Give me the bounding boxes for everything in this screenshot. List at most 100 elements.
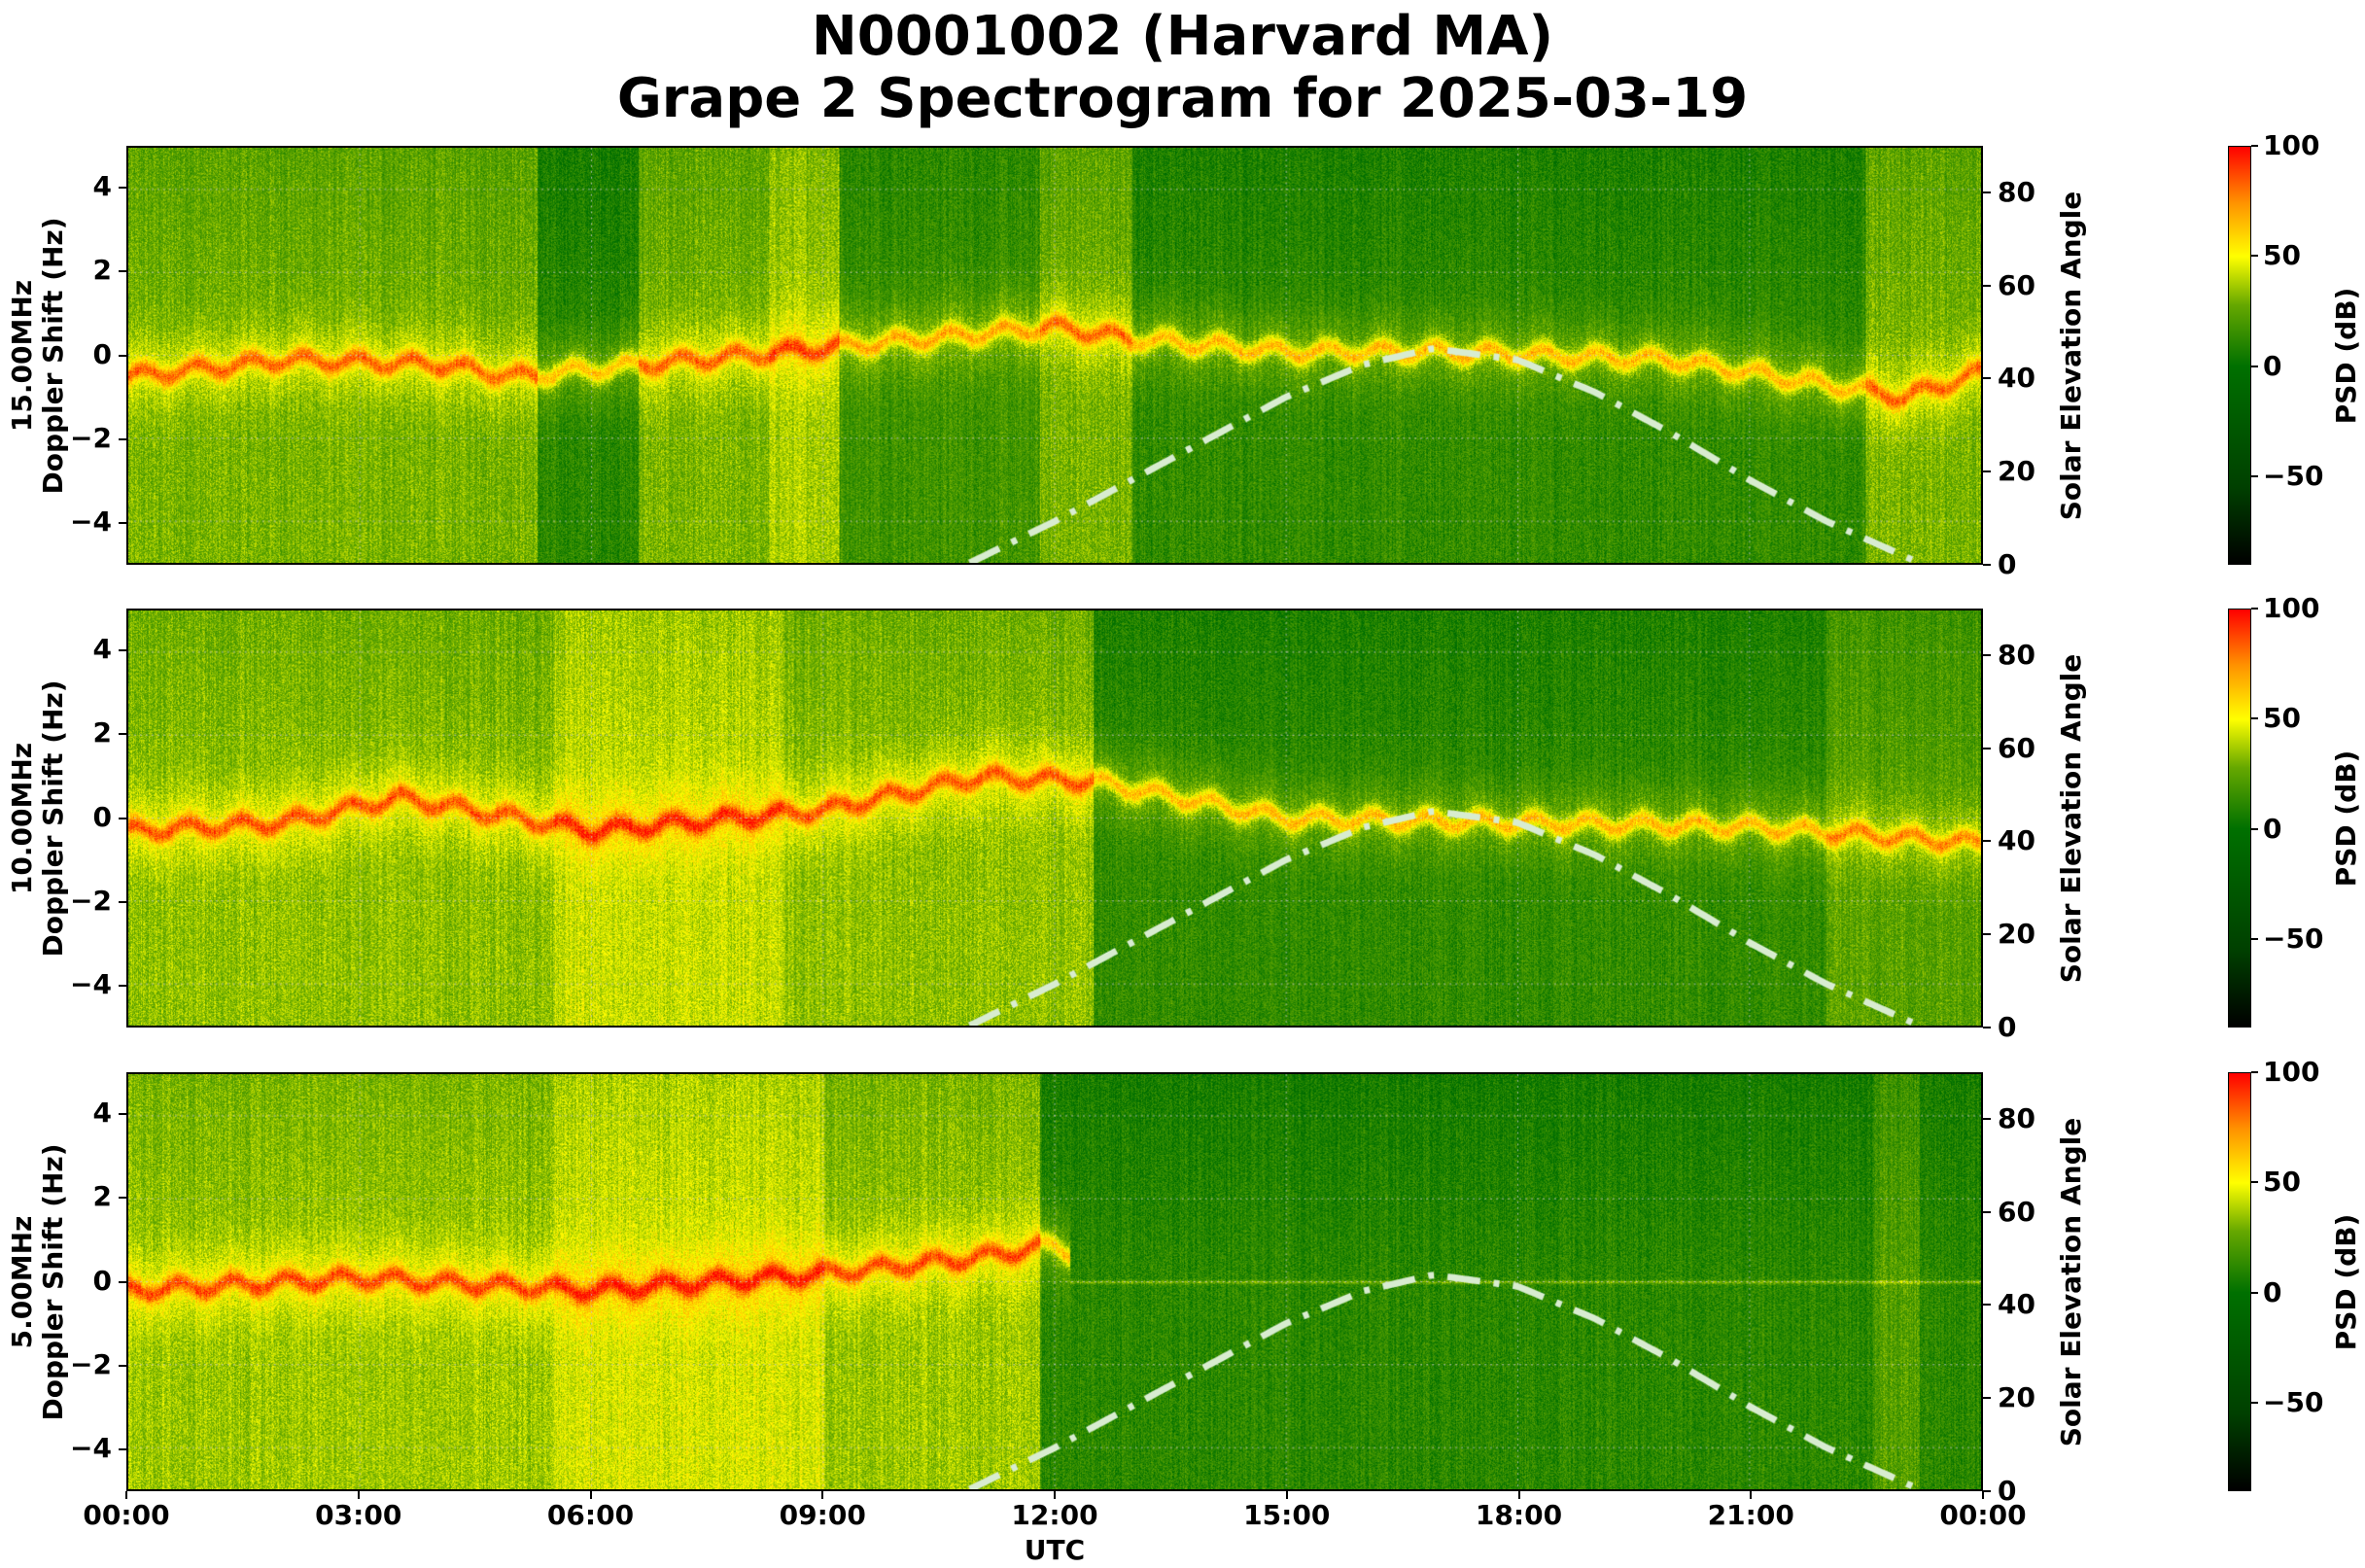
tick-mark: [1983, 933, 1991, 936]
tick-mark: [589, 1491, 592, 1499]
colorbar-tick-label: 0: [2263, 349, 2282, 382]
colorbar-tick-label: 100: [2263, 129, 2320, 161]
tick-mark: [119, 521, 126, 524]
left-tick-label: 2: [92, 716, 112, 749]
right-tick-label: 20: [1998, 1381, 2035, 1414]
colorbar-tick-label: 50: [2263, 702, 2301, 735]
left-tick-label: −2: [70, 1347, 112, 1380]
tick-mark: [1983, 1027, 1991, 1028]
left-axis-label-10mhz: 10.00MHz Doppler Shift (Hz): [6, 624, 75, 1013]
colorbar-10mhz: [2228, 609, 2251, 1028]
left-tick-label: −4: [70, 505, 112, 538]
tick-mark: [119, 984, 126, 987]
colorbar-tick-label: 0: [2263, 1275, 2282, 1308]
right-tick-label: 60: [1998, 1195, 2035, 1228]
tick-mark: [2251, 1181, 2258, 1184]
right-tick-label: 60: [1998, 731, 2035, 764]
tick-mark: [821, 1491, 824, 1499]
x-tick-label: 09:00: [779, 1499, 866, 1531]
tick-mark: [2251, 827, 2258, 830]
spectrogram-image-15mhz: [128, 148, 1981, 563]
tick-mark: [1983, 747, 1991, 749]
tick-mark: [119, 187, 126, 190]
x-tick-label: 18:00: [1475, 1499, 1563, 1531]
left-tick-label: −4: [70, 1431, 112, 1464]
tick-mark: [119, 649, 126, 652]
tick-mark: [119, 270, 126, 273]
spectrogram-image-10mhz: [128, 610, 1981, 1026]
frequency-label: 15.00MHz: [6, 279, 38, 432]
left-axis-label-15mhz: 15.00MHz Doppler Shift (Hz): [6, 161, 75, 550]
left-tick-label: −4: [70, 967, 112, 1000]
tick-mark: [119, 817, 126, 819]
tick-mark: [1983, 653, 1991, 656]
psd-label: PSD (dB): [2330, 749, 2362, 887]
colorbar-tick-label: −50: [2263, 460, 2324, 493]
frequency-label: 5.00MHz: [6, 1215, 38, 1348]
x-tick-label: 15:00: [1243, 1499, 1331, 1531]
tick-mark: [1982, 1491, 1984, 1499]
psd-label: PSD (dB): [2330, 287, 2362, 424]
tick-mark: [2251, 1071, 2258, 1073]
spectrogram-image-5mhz: [128, 1074, 1981, 1489]
right-tick-label: 40: [1998, 1288, 2035, 1321]
tick-mark: [2251, 145, 2258, 147]
left-tick-label: 4: [92, 170, 112, 203]
tick-mark: [125, 1491, 127, 1499]
tick-mark: [1983, 1117, 1991, 1120]
colorbar-5mhz: [2228, 1072, 2251, 1491]
doppler-shift-label: Doppler Shift (Hz): [37, 216, 69, 495]
chart-title-line2: Grape 2 Spectrogram for 2025-03-19: [616, 67, 1749, 130]
tick-mark: [2251, 717, 2258, 720]
tick-mark: [119, 354, 126, 357]
left-tick-label: −2: [70, 884, 112, 917]
x-tick-label: 21:00: [1707, 1499, 1794, 1531]
tick-mark: [2251, 1402, 2258, 1405]
tick-mark: [119, 437, 126, 440]
tick-mark: [2251, 1291, 2258, 1294]
tick-mark: [1983, 1490, 1991, 1492]
right-tick-label: 0: [1998, 548, 2017, 580]
colorbar-tick-label: 50: [2263, 239, 2301, 272]
x-tick-label: 12:00: [1011, 1499, 1098, 1531]
right-tick-label: 80: [1998, 638, 2035, 671]
tick-mark: [119, 1197, 126, 1200]
right-tick-label: 40: [1998, 824, 2035, 857]
tick-mark: [119, 1113, 126, 1116]
right-tick-label: 80: [1998, 1101, 2035, 1134]
tick-mark: [1054, 1491, 1056, 1499]
left-tick-label: 0: [92, 800, 112, 833]
left-tick-label: 0: [92, 1264, 112, 1297]
left-axis-label-5mhz: 5.00MHz Doppler Shift (Hz): [6, 1088, 75, 1477]
left-tick-label: 2: [92, 254, 112, 287]
tick-mark: [119, 1280, 126, 1283]
tick-mark: [1285, 1491, 1288, 1499]
tick-mark: [2251, 475, 2258, 478]
psd-label: PSD (dB): [2330, 1213, 2362, 1350]
x-tick-label: 03:00: [315, 1499, 402, 1531]
spectrogram-panel-5mhz: [126, 1072, 1983, 1491]
tick-mark: [2251, 255, 2258, 258]
colorbar-tick-label: 100: [2263, 1056, 2320, 1088]
tick-mark: [1983, 1210, 1991, 1213]
right-tick-label: 20: [1998, 455, 2035, 488]
doppler-shift-label: Doppler Shift (Hz): [37, 679, 69, 958]
right-tick-label: 0: [1998, 1475, 2017, 1507]
tick-mark: [1983, 284, 1991, 287]
tick-mark: [1983, 1304, 1991, 1307]
tick-mark: [1983, 840, 1991, 843]
chart-title-line1: N0001002 (Harvard MA): [811, 5, 1554, 68]
x-tick-label: 06:00: [546, 1499, 635, 1531]
right-tick-label: 80: [1998, 175, 2035, 208]
frequency-label: 10.00MHz: [6, 742, 38, 894]
tick-mark: [1517, 1491, 1520, 1499]
colorbar-tick-label: 50: [2263, 1166, 2301, 1199]
tick-mark: [1983, 191, 1991, 193]
tick-mark: [119, 900, 126, 903]
left-tick-label: 4: [92, 633, 112, 666]
x-axis-label: UTC: [1024, 1534, 1086, 1566]
tick-mark: [2251, 938, 2258, 941]
x-tick-label: 00:00: [1939, 1499, 2027, 1531]
tick-mark: [1983, 377, 1991, 380]
solar-elevation-label: Solar Elevation Angle: [2055, 191, 2087, 520]
